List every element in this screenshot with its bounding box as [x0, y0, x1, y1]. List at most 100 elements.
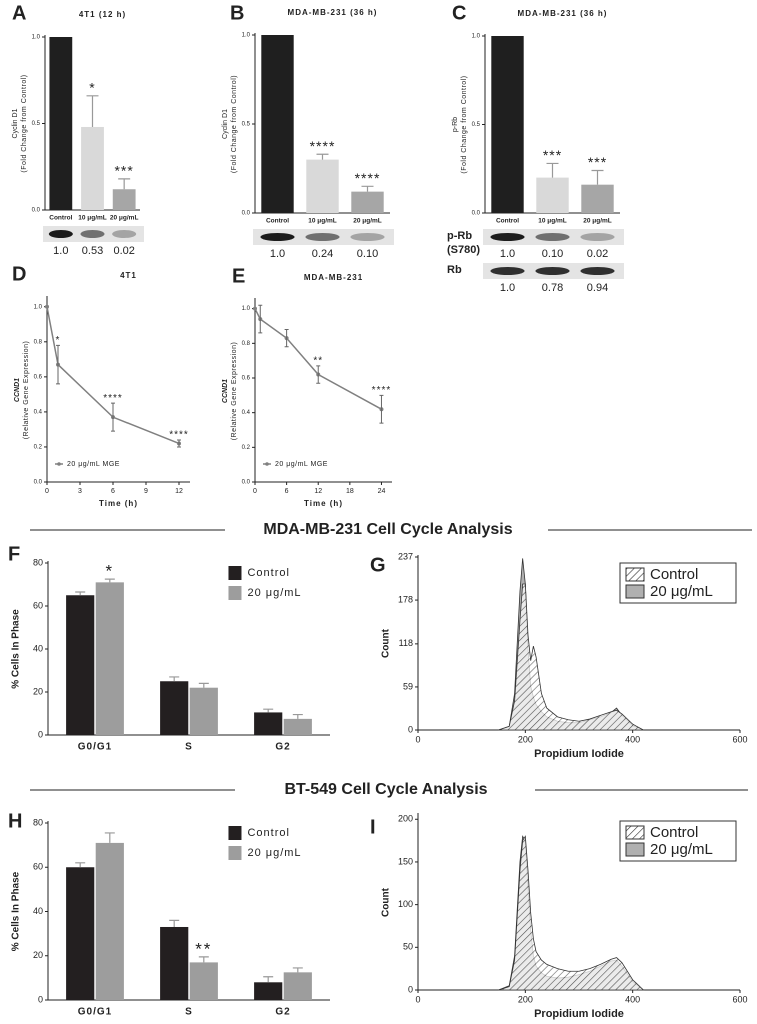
- point: [45, 304, 49, 309]
- x-axis-label: Time (h): [304, 499, 343, 508]
- y-axis-label: CCND1: [14, 378, 21, 402]
- y-axis-label: CCND1: [222, 379, 229, 403]
- blot-band: [112, 230, 137, 238]
- x-axis-label: Propidium Iodide: [534, 748, 624, 760]
- x-tick-label: 10 μg/mL: [78, 215, 107, 222]
- x-tick-label: 400: [625, 734, 640, 744]
- x-tick-label: 400: [625, 994, 640, 1004]
- bar: [160, 681, 189, 735]
- y-tick-label: 59: [403, 681, 413, 691]
- legend-swatch: [625, 842, 645, 857]
- histogram-area: [498, 583, 644, 731]
- x-tick-label: Control: [266, 218, 289, 225]
- bar: [254, 982, 283, 1000]
- y-tick-label: 80: [33, 817, 43, 827]
- bar: [536, 177, 569, 213]
- significance: *: [89, 80, 95, 96]
- y-tick-label: 0: [38, 729, 43, 739]
- chart-title: MDA-MB-231 (36 h): [518, 9, 608, 18]
- error-bar: [292, 713, 303, 719]
- y-axis-label: % Cells In Phase: [11, 871, 22, 951]
- x-tick-label: G2: [275, 1007, 290, 1018]
- legend-label: Control: [650, 566, 698, 583]
- legend-swatch: [228, 846, 242, 860]
- bar: [49, 37, 73, 210]
- bar: [160, 926, 189, 1000]
- y-tick-label: 200: [398, 814, 413, 824]
- legend-marker: [57, 462, 61, 466]
- legend-label: Control: [650, 824, 698, 841]
- significance: ****: [169, 430, 189, 441]
- error-bar: [86, 95, 99, 127]
- bar: [261, 35, 294, 213]
- x-tick-label: G2: [275, 742, 290, 753]
- line: [46, 306, 180, 445]
- x-tick-label: S: [185, 742, 193, 753]
- bar: [491, 36, 524, 213]
- bar: [66, 595, 95, 735]
- bar: [283, 718, 312, 735]
- y-tick-label: 0.5: [32, 121, 41, 127]
- y-tick-label: 0.5: [472, 122, 481, 128]
- error-bar: [198, 956, 209, 963]
- y-tick-label: 0.0: [242, 211, 251, 217]
- blot-value: 0.94: [587, 282, 608, 294]
- significance: ***: [114, 163, 133, 179]
- y-tick-label: 0.0: [242, 480, 251, 486]
- panel-letter: B: [230, 2, 244, 24]
- x-tick-label: 0: [45, 488, 49, 495]
- y-tick-label: 237: [398, 551, 413, 561]
- x-tick-label: 10 μg/mL: [308, 218, 337, 225]
- bar: [283, 972, 312, 1000]
- error-bar: [284, 328, 289, 348]
- chart-title: 4T1 (12 h): [79, 10, 126, 19]
- legend-swatch: [228, 586, 242, 600]
- y-tick-label: 0.6: [34, 374, 43, 380]
- y-tick-label: 1.0: [34, 304, 43, 310]
- blot-value: 1.0: [53, 245, 68, 257]
- y-tick-label: 1.0: [472, 34, 481, 40]
- significance: ***: [588, 154, 607, 170]
- panel-letter: F: [8, 543, 20, 565]
- blot-band: [535, 233, 570, 241]
- y-axis-note: (Fold Change from Control): [21, 74, 28, 172]
- legend-label: 20 μg/mL: [650, 841, 713, 858]
- significance: ****: [310, 138, 336, 154]
- y-tick-label: 1.0: [32, 35, 41, 41]
- legend-label: 20 μg/mL MGE: [275, 461, 328, 468]
- error-bar: [177, 439, 181, 448]
- significance: ***: [543, 147, 562, 163]
- error-bar: [546, 162, 559, 178]
- y-tick-label: 1.0: [242, 306, 251, 312]
- blot-name: Rb: [447, 264, 462, 276]
- blot-value: 1.0: [270, 248, 285, 260]
- y-tick-label: 1.0: [242, 33, 251, 39]
- panel-letter: E: [232, 265, 245, 287]
- error-bar: [258, 304, 263, 334]
- y-tick-label: 20: [33, 686, 43, 696]
- blot-band: [260, 233, 295, 241]
- x-tick-label: 10 μg/mL: [538, 218, 567, 225]
- y-axis-label: p-Rb: [452, 117, 459, 132]
- x-tick-label: 20 μg/mL: [110, 215, 139, 222]
- bar: [189, 687, 218, 735]
- blot-value: 0.02: [113, 245, 134, 257]
- y-axis-label: Cyclin D1: [222, 109, 229, 139]
- y-tick-label: 0.8: [242, 341, 251, 347]
- section-heading: MDA-MB-231 Cell Cycle Analysis: [263, 521, 512, 538]
- y-axis-label: Cyclin D1: [12, 108, 19, 138]
- blot-band: [580, 267, 615, 275]
- x-tick-label: 20 μg/mL: [583, 218, 612, 225]
- y-axis-note: (Relative Gene Expression): [231, 342, 238, 441]
- blot-band: [535, 267, 570, 275]
- bar: [351, 191, 384, 213]
- x-tick-label: 0: [253, 488, 257, 495]
- y-axis-label: Count: [381, 628, 392, 658]
- error-bar: [316, 153, 329, 160]
- x-tick-label: 20 μg/mL: [353, 218, 382, 225]
- y-tick-label: 100: [398, 899, 413, 909]
- error-bar: [198, 682, 209, 688]
- bar: [581, 184, 614, 213]
- x-tick-label: 9: [144, 488, 148, 495]
- y-tick-label: 178: [398, 594, 413, 604]
